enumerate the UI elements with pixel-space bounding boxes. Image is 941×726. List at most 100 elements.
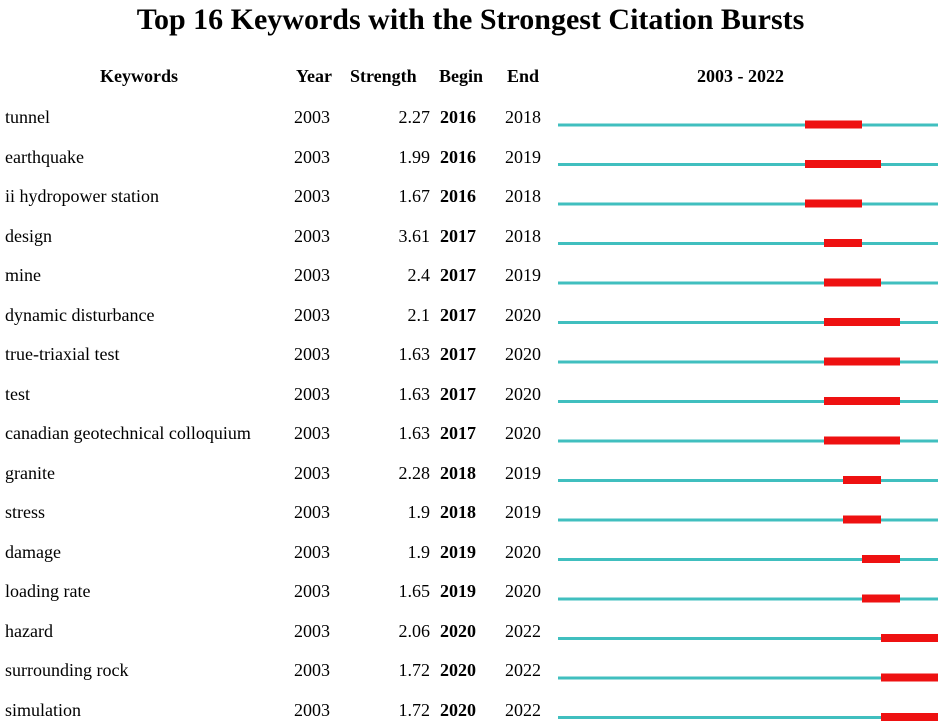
keyword-cell: test [5,383,30,404]
strength-cell: 3.61 [398,225,431,246]
strength-cell: 1.99 [398,146,431,167]
burst-bar [881,713,938,721]
strength-cell: 1.9 [407,541,431,562]
begin-cell: 2020 [440,620,476,641]
end-cell: 2020 [505,344,541,364]
strength-cell: 2.06 [398,620,431,641]
year-cell: 2003 [294,699,330,720]
begin-cell: 2017 [440,265,476,285]
begin-cell: 2017 [440,383,476,404]
end-cell: 2019 [505,265,541,285]
header-begin: Begin [439,66,484,86]
timeline-baseline [558,321,938,324]
burst-bar [824,436,900,445]
end-cell: 2020 [505,423,541,443]
timeline-baseline [558,281,938,285]
timeline-baseline [558,637,938,640]
timeline-baseline [558,360,938,364]
burst-bar [824,318,900,326]
year-cell: 2003 [294,423,330,443]
year-cell: 2003 [294,502,330,522]
burst-bar [843,515,881,524]
end-cell: 2018 [505,107,541,127]
year-cell: 2003 [294,383,330,404]
keyword-cell: surrounding rock [5,660,129,680]
begin-cell: 2017 [440,344,476,364]
timeline-baseline [558,123,938,127]
strength-cell: 1.67 [398,186,431,206]
strength-cell: 1.65 [398,581,431,601]
keyword-cell: true-triaxial test [5,344,120,364]
year-cell: 2003 [294,225,330,246]
end-cell: 2019 [505,462,541,483]
keyword-cell: design [5,225,52,246]
timeline-baseline [558,518,938,522]
burst-bar [824,278,881,287]
strength-cell: 1.63 [398,344,431,364]
strength-cell: 1.72 [398,660,431,680]
year-cell: 2003 [294,146,330,167]
burst-bar [862,555,900,563]
timeline-baseline [558,439,938,443]
end-cell: 2018 [505,225,541,246]
keyword-cell: tunnel [5,107,50,127]
timeline-baseline [558,242,938,245]
timeline-baseline [558,400,938,403]
end-cell: 2020 [505,541,541,562]
header-range: 2003 - 2022 [697,66,784,86]
strength-cell: 1.63 [398,383,431,404]
year-cell: 2003 [294,462,330,483]
timeline-baseline [558,676,938,680]
timeline-baseline [558,163,938,166]
end-cell: 2018 [505,186,541,206]
keyword-cell: stress [5,502,45,522]
year-cell: 2003 [294,107,330,127]
header-strength: Strength [350,66,417,86]
begin-cell: 2018 [440,462,476,483]
begin-cell: 2017 [440,225,476,246]
keyword-cell: dynamic disturbance [5,304,155,325]
begin-cell: 2016 [440,146,476,167]
end-cell: 2022 [505,620,541,641]
year-cell: 2003 [294,660,330,680]
burst-bar [843,476,881,484]
end-cell: 2022 [505,699,541,720]
begin-cell: 2020 [440,660,476,680]
year-cell: 2003 [294,620,330,641]
keyword-cell: damage [5,541,61,562]
year-cell: 2003 [294,304,330,325]
strength-cell: 2.28 [398,462,431,483]
header-keywords: Keywords [100,66,178,86]
end-cell: 2019 [505,502,541,522]
year-cell: 2003 [294,541,330,562]
strength-cell: 1.9 [407,502,431,522]
keyword-cell: granite [5,462,55,483]
burst-bar [824,239,862,247]
begin-cell: 2017 [440,304,476,325]
begin-cell: 2020 [440,699,476,720]
end-cell: 2020 [505,581,541,601]
begin-cell: 2017 [440,423,476,443]
strength-cell: 2.4 [407,265,431,285]
end-cell: 2019 [505,146,541,167]
strength-cell: 1.72 [398,699,431,720]
timeline-baseline [558,558,938,561]
begin-cell: 2018 [440,502,476,522]
burst-bar [862,594,900,603]
burst-bar [805,120,862,129]
burst-bar [805,199,862,208]
year-cell: 2003 [294,581,330,601]
burst-bar [824,397,900,405]
keyword-cell: canadian geotechnical colloquium [5,423,251,443]
keyword-cell: ii hydropower station [5,186,159,206]
burst-bar [881,634,938,642]
year-cell: 2003 [294,344,330,364]
begin-cell: 2019 [440,581,476,601]
timeline-baseline [558,479,938,482]
keyword-cell: simulation [5,699,81,720]
timeline-baseline [558,716,938,719]
keyword-cell: hazard [5,620,53,641]
header-year: Year [296,66,332,86]
strength-cell: 1.63 [398,423,431,443]
